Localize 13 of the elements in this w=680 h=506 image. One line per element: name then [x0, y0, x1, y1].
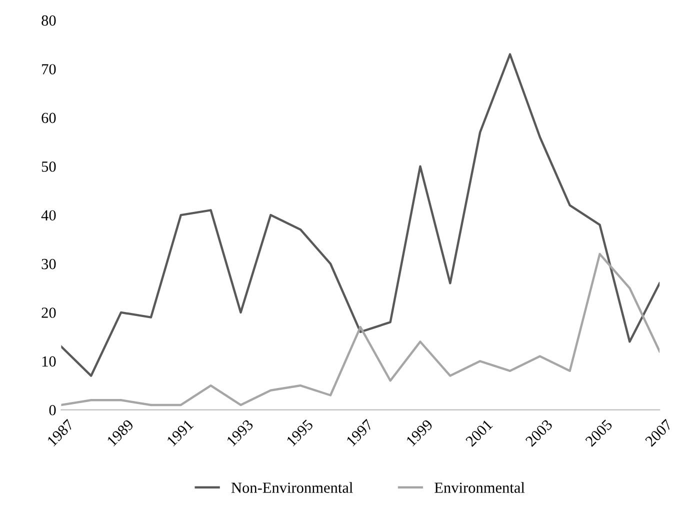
y-tick-label: 60: [42, 112, 56, 124]
y-tick-label: 30: [42, 258, 56, 270]
line-series: [61, 252, 660, 406]
y-tick-label: 80: [42, 15, 56, 26]
legend-label: Environmental: [434, 482, 525, 493]
y-tick-label: 70: [42, 64, 56, 74]
y-tick-label: 20: [42, 308, 56, 318]
legend-label: Non-Environmental: [231, 482, 353, 493]
line-series: [61, 53, 660, 377]
y-tick-label: 40: [41, 210, 56, 220]
y-tick-label: 50: [42, 161, 56, 172]
y-tick-label: 10: [42, 356, 56, 367]
y-tick-label: 0: [49, 405, 56, 416]
